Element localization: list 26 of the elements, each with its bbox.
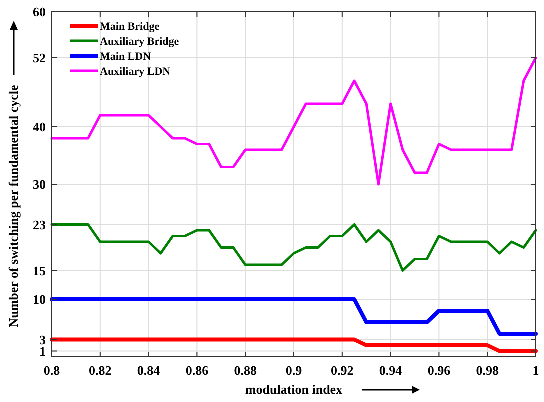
x-tick-label: 0.82 — [89, 363, 112, 378]
x-tick-label: 0.88 — [234, 363, 258, 378]
x-axis-title: modulation index — [245, 382, 344, 397]
y-tick-label: 15 — [33, 263, 46, 278]
legend-label: Main Bridge — [100, 20, 160, 33]
line-series — [50, 298, 538, 336]
y-tick-label: 10 — [33, 292, 46, 308]
y-tick-label: 40 — [33, 120, 46, 135]
y-tick-label: 30 — [33, 177, 46, 192]
x-tick-label: 0.8 — [44, 363, 61, 378]
x-tick-label: 1 — [532, 363, 540, 378]
x-tick-label: 0.98 — [476, 363, 500, 378]
y-tick-label: 52 — [33, 50, 46, 66]
x-tick-label: 0.84 — [137, 363, 161, 378]
line-series — [50, 224, 538, 272]
x-tick-label: 0.94 — [379, 363, 403, 378]
y-tick-label: 23 — [33, 217, 46, 232]
y-tick-label: 60 — [33, 4, 46, 20]
x-tick-label: 0.92 — [331, 363, 354, 378]
legend-label: Main LDN — [100, 50, 152, 63]
x-tick-label: 0.9 — [286, 363, 303, 378]
legend-label: Auxiliary Bridge — [100, 36, 180, 48]
legend-label: Auxiliary LDN — [100, 66, 171, 78]
x-tick-label: 0.96 — [428, 363, 452, 378]
x-tick-label: 0.86 — [186, 363, 210, 378]
y-axis-title: Number of switching per fundamental cycle — [6, 85, 21, 328]
